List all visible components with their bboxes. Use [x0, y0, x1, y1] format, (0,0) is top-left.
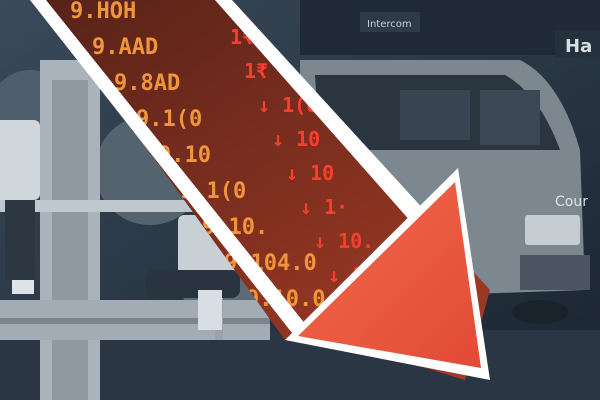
van-text: Cour: [555, 194, 588, 210]
worker-left: [0, 120, 40, 294]
building: [300, 0, 600, 55]
sign-text-2: Ha: [565, 36, 592, 57]
ticker-row-right: ↓ 10.: [314, 229, 374, 253]
ticker-row-right: ↓ 1·: [300, 195, 348, 219]
ticker-row-left: 9.HOH: [70, 0, 136, 24]
sign-text-1: Intercom: [367, 19, 412, 30]
ticker-row-right: 1₹: [244, 59, 268, 83]
ticker-row-left: 9.AAD: [92, 35, 158, 60]
white-stripe-top: [215, 0, 470, 275]
white-stripe-left: [30, 0, 310, 338]
ticker-row-right: ↓ 10: [272, 127, 320, 151]
ticker-row-left: 9.8AD: [114, 71, 180, 96]
sign-board: [360, 12, 420, 32]
sign-panel: [555, 30, 600, 58]
ticker-row-right: ↓ 10: [286, 161, 334, 185]
down-arrow: [285, 168, 490, 380]
steel-frame: [0, 60, 300, 400]
